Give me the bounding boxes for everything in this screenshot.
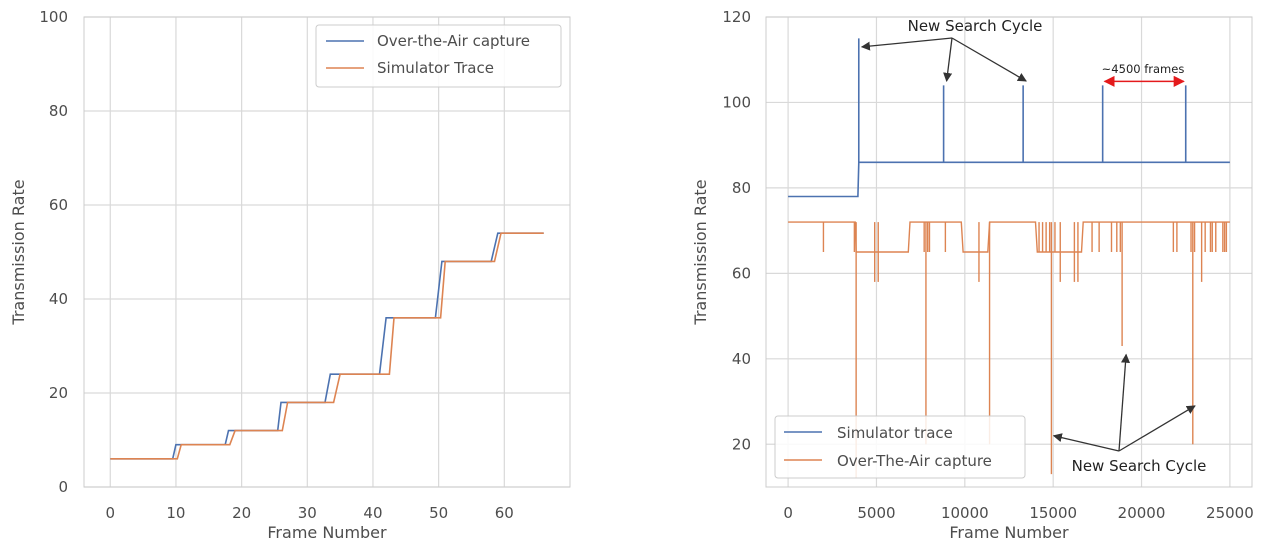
left-legend-label-ota: Over-the-Air capture <box>377 32 530 50</box>
left-y-tick-label: 60 <box>49 196 68 214</box>
right-x-tick-label: 20000 <box>1118 504 1166 522</box>
left-legend: Over-the-Air capture Simulator Trace <box>315 24 562 88</box>
right-series <box>788 38 1230 479</box>
left-x-axis-label: Frame Number <box>267 523 387 542</box>
annotation-arrow-bottom <box>1118 353 1131 452</box>
left-y-tick-label: 20 <box>49 384 68 402</box>
right-x-tick-label: 15000 <box>1029 504 1077 522</box>
right-x-tick-label: 0 <box>783 504 793 522</box>
left-x-tick-label: 60 <box>495 504 514 522</box>
right-ticks: 0 5000 10000 15000 20000 25000 20 40 60 80 100 120 <box>722 8 1253 522</box>
annotation-new-search-cycle-top: New Search Cycle <box>908 17 1043 35</box>
annotation-arrow-bottom <box>1118 405 1196 452</box>
left-series-line-ota <box>110 232 544 460</box>
left-axes-frame <box>83 16 571 488</box>
left-x-tick-label: 40 <box>363 504 382 522</box>
right-y-axis-label: Transmission Rate <box>691 179 710 325</box>
right-x-tick-label: 10000 <box>941 504 989 522</box>
right-x-axis-label: Frame Number <box>949 523 1069 542</box>
left-x-tick-label: 20 <box>232 504 251 522</box>
chart-left: 0 10 20 30 40 50 60 0 20 40 60 80 100 Frame Number T… <box>9 8 571 542</box>
annotation-arrow-top <box>860 37 953 51</box>
left-y-tick-label: 80 <box>49 102 68 120</box>
annotation-arrow-top <box>951 37 1027 82</box>
right-legend: Simulator trace Over-The-Air capture <box>774 415 1026 479</box>
right-y-tick-label: 40 <box>732 350 751 368</box>
left-x-tick-label: 10 <box>166 504 185 522</box>
left-x-tick-label: 0 <box>105 504 115 522</box>
left-x-tick-label: 50 <box>429 504 448 522</box>
right-y-tick-label: 60 <box>732 264 751 282</box>
right-annotations: New Search Cycle New Search Cycle ~4500 … <box>860 17 1207 475</box>
left-y-tick-label: 0 <box>58 478 68 496</box>
right-axes-frame <box>765 16 1253 488</box>
left-series-line-simulator <box>110 232 544 460</box>
left-y-axis-label: Transmission Rate <box>9 179 28 325</box>
right-legend-box <box>774 415 1026 479</box>
right-x-tick-label: 5000 <box>857 504 895 522</box>
right-y-tick-label: 100 <box>722 93 751 111</box>
left-x-tick-label: 30 <box>298 504 317 522</box>
right-y-tick-label: 120 <box>722 8 751 26</box>
left-y-tick-label: 100 <box>39 8 68 26</box>
right-series-line-simulator <box>788 161 1230 198</box>
left-ticks: 0 10 20 30 40 50 60 0 20 40 60 80 100 <box>39 8 514 522</box>
right-legend-label-sim: Simulator trace <box>837 424 953 442</box>
annotation-new-search-cycle-bottom: New Search Cycle <box>1072 457 1207 475</box>
annotation-4500-frames: ~4500 frames <box>1102 62 1185 76</box>
right-y-tick-label: 80 <box>732 179 751 197</box>
left-legend-label-sim: Simulator Trace <box>377 59 494 77</box>
right-y-tick-label: 20 <box>732 435 751 453</box>
left-series <box>110 232 544 460</box>
annotation-arrow-bottom <box>1052 433 1120 452</box>
annotation-arrow-top <box>943 37 953 82</box>
left-y-tick-label: 40 <box>49 290 68 308</box>
left-legend-box <box>315 24 562 88</box>
chart-right: 0 5000 10000 15000 20000 2500020406080100120 … <box>691 8 1254 542</box>
right-x-tick-label: 25000 <box>1206 504 1254 522</box>
right-legend-label-ota: Over-The-Air capture <box>837 452 992 470</box>
